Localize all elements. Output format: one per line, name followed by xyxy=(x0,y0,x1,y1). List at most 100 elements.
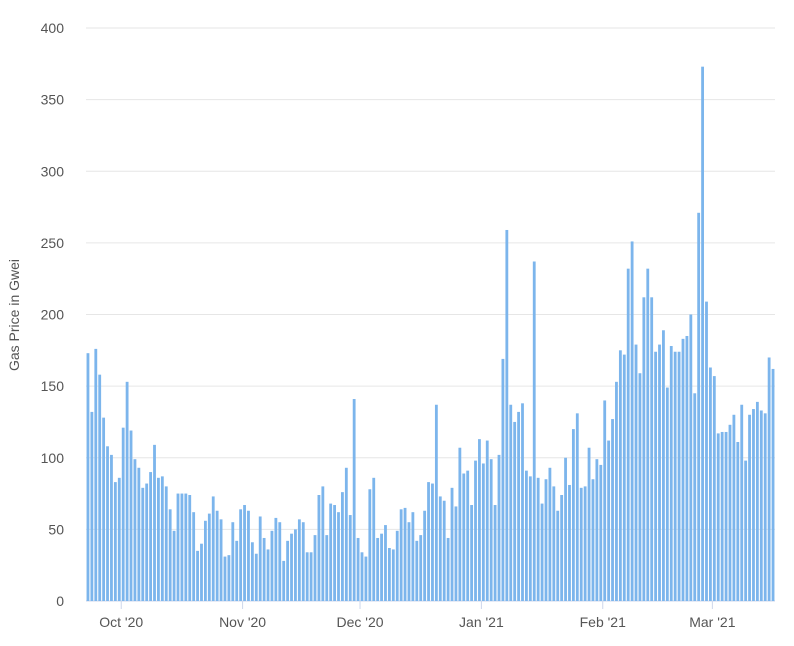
bar[interactable] xyxy=(164,486,168,601)
bar[interactable] xyxy=(556,510,560,601)
bar[interactable] xyxy=(356,537,360,601)
bar[interactable] xyxy=(250,542,254,601)
bar[interactable] xyxy=(102,417,106,601)
bar[interactable] xyxy=(145,483,149,601)
bar[interactable] xyxy=(125,381,129,601)
bar[interactable] xyxy=(458,447,462,601)
bar[interactable] xyxy=(630,241,634,601)
bar[interactable] xyxy=(278,522,282,601)
bar[interactable] xyxy=(90,411,94,601)
bar[interactable] xyxy=(203,520,207,601)
bar[interactable] xyxy=(200,543,203,601)
bar[interactable] xyxy=(270,530,274,601)
bar[interactable] xyxy=(286,540,290,601)
bar[interactable] xyxy=(536,477,540,601)
bar[interactable] xyxy=(681,338,685,601)
bar[interactable] xyxy=(282,560,286,601)
bar[interactable] xyxy=(403,507,407,601)
bar[interactable] xyxy=(603,400,607,601)
bar[interactable] xyxy=(642,297,646,601)
bar[interactable] xyxy=(106,446,109,601)
bar[interactable] xyxy=(266,549,270,601)
bar[interactable] xyxy=(129,430,133,601)
bar[interactable] xyxy=(540,503,544,601)
bar[interactable] xyxy=(489,459,493,601)
bar[interactable] xyxy=(693,393,697,601)
bar[interactable] xyxy=(168,509,172,601)
bar[interactable] xyxy=(618,350,622,601)
bar[interactable] xyxy=(137,467,141,601)
bar[interactable] xyxy=(188,495,192,601)
bar[interactable] xyxy=(180,493,184,601)
bar[interactable] xyxy=(466,470,470,601)
bar[interactable] xyxy=(454,506,458,601)
bar[interactable] xyxy=(450,487,454,601)
bar[interactable] xyxy=(525,470,528,601)
bar[interactable] xyxy=(309,552,313,601)
bar[interactable] xyxy=(763,413,767,601)
bar[interactable] xyxy=(329,503,333,601)
bar[interactable] xyxy=(662,330,665,601)
bar[interactable] xyxy=(611,419,614,601)
bar[interactable] xyxy=(239,509,243,601)
bar[interactable] xyxy=(376,537,380,601)
bar[interactable] xyxy=(446,537,450,601)
bar[interactable] xyxy=(501,358,505,601)
bar[interactable] xyxy=(294,529,297,602)
bar[interactable] xyxy=(196,550,199,601)
bar[interactable] xyxy=(712,376,716,601)
bar[interactable] xyxy=(313,535,317,601)
bar[interactable] xyxy=(724,431,728,601)
bar[interactable] xyxy=(478,439,481,601)
bar[interactable] xyxy=(333,505,336,601)
bar[interactable] xyxy=(117,477,121,601)
bar[interactable] xyxy=(607,440,611,601)
bar[interactable] xyxy=(497,454,501,601)
bar[interactable] xyxy=(532,261,536,602)
bar[interactable] xyxy=(728,424,732,601)
bar[interactable] xyxy=(121,427,125,601)
bar[interactable] xyxy=(141,487,145,601)
bar[interactable] xyxy=(505,229,509,602)
bar[interactable] xyxy=(744,460,748,601)
bar[interactable] xyxy=(399,509,403,601)
bar[interactable] xyxy=(752,409,755,601)
bar[interactable] xyxy=(348,515,352,601)
bar[interactable] xyxy=(364,556,368,601)
bar[interactable] xyxy=(94,348,98,601)
bar[interactable] xyxy=(622,354,626,601)
bar[interactable] xyxy=(669,346,673,601)
bar[interactable] xyxy=(517,411,520,601)
bar[interactable] xyxy=(219,519,223,601)
bar[interactable] xyxy=(325,535,329,601)
bar[interactable] xyxy=(771,368,775,601)
bar[interactable] xyxy=(720,431,724,601)
bar[interactable] xyxy=(767,357,771,601)
bar[interactable] xyxy=(615,381,618,601)
bar[interactable] xyxy=(591,479,595,601)
bar[interactable] xyxy=(587,447,591,601)
bar[interactable] xyxy=(215,510,219,601)
bar[interactable] xyxy=(176,493,180,601)
bar[interactable] xyxy=(462,473,466,601)
bar[interactable] xyxy=(759,410,763,601)
bar[interactable] xyxy=(391,549,395,601)
bar[interactable] xyxy=(626,268,630,601)
bar[interactable] xyxy=(748,414,751,601)
bar[interactable] xyxy=(227,555,231,601)
bar[interactable] xyxy=(528,476,532,601)
bar[interactable] xyxy=(192,512,196,601)
bar[interactable] xyxy=(575,413,579,601)
bar[interactable] xyxy=(650,297,654,601)
bar[interactable] xyxy=(341,492,344,601)
bar[interactable] xyxy=(423,510,427,601)
bar[interactable] xyxy=(665,387,669,601)
bar[interactable] xyxy=(705,301,708,601)
bar[interactable] xyxy=(568,484,571,601)
bar[interactable] xyxy=(474,460,477,601)
bar[interactable] xyxy=(153,444,156,601)
bar[interactable] xyxy=(560,495,564,601)
bar[interactable] xyxy=(427,482,430,601)
bar[interactable] xyxy=(387,548,391,601)
bar[interactable] xyxy=(638,373,642,601)
